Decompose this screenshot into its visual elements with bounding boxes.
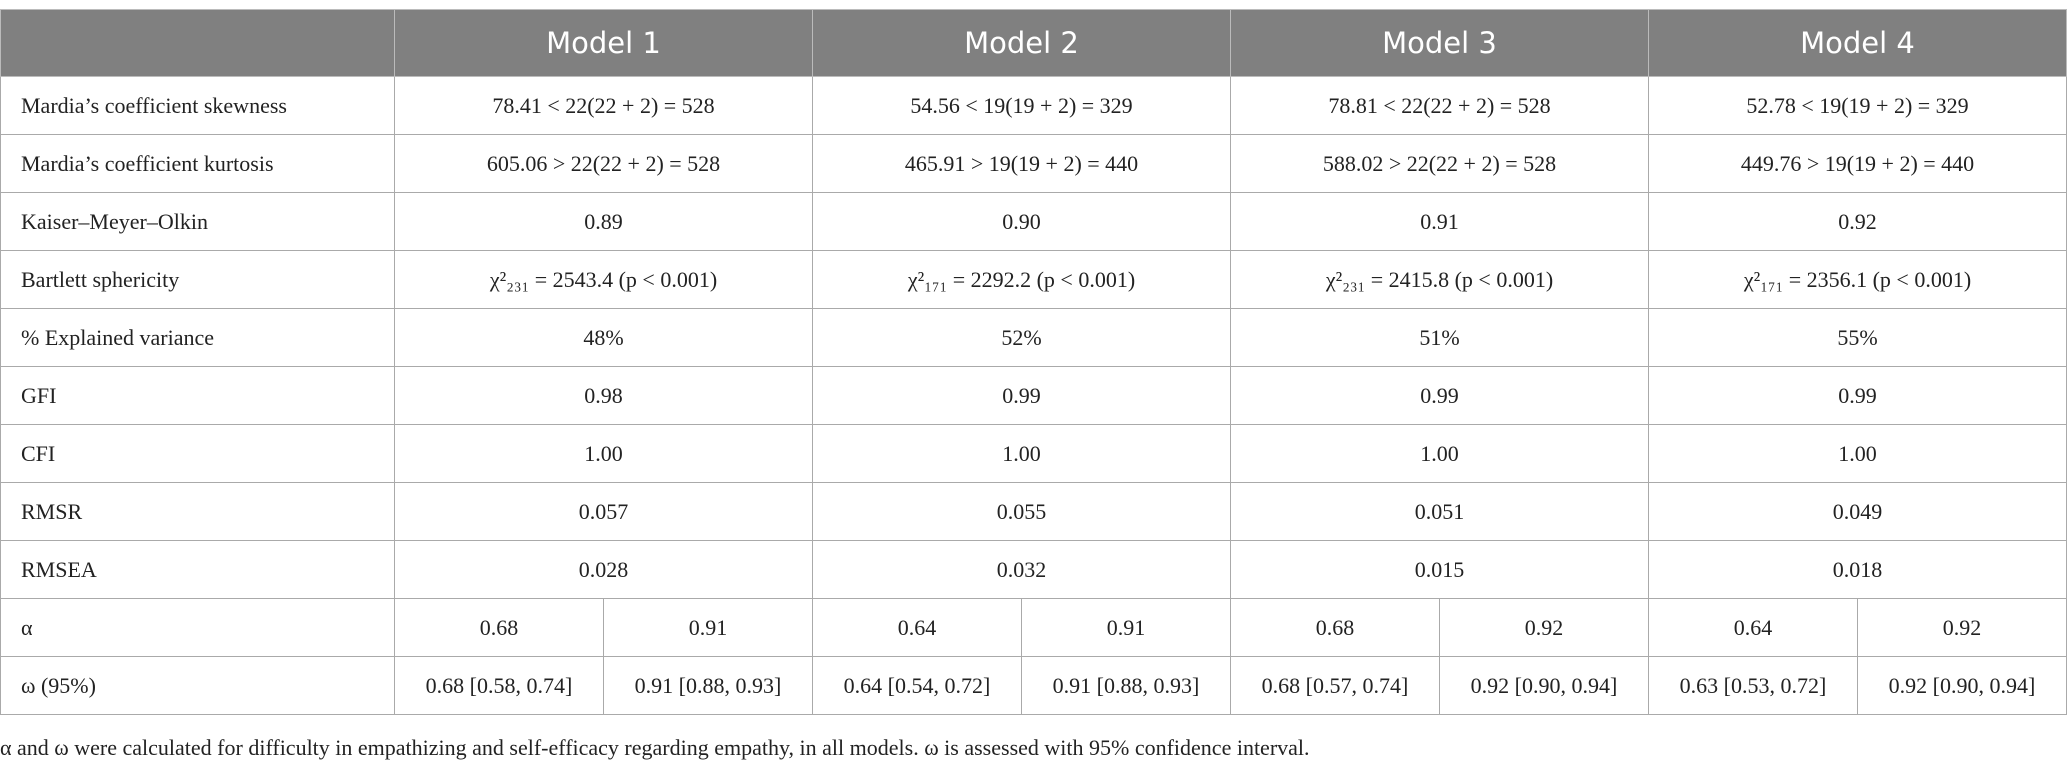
table-cell: 78.81 < 22(22 + 2) = 528 <box>1230 76 1649 135</box>
table-row: Kaiser–Meyer–Olkin 0.89 0.90 0.91 0.92 <box>0 192 2067 251</box>
table-cell: 0.99 <box>1648 366 2067 425</box>
column-header: Model 4 <box>1648 9 2067 77</box>
table-row: Bartlett sphericity χ²₂₃₁ = 2543.4 (p < 0… <box>0 250 2067 309</box>
header-row: Model 1 Model 2 Model 3 Model 4 <box>0 9 2067 77</box>
table-cell: 0.92 <box>1648 192 2067 251</box>
row-label: GFI <box>0 366 395 425</box>
table-row: GFI 0.98 0.99 0.99 0.99 <box>0 366 2067 425</box>
table-cell: χ²₂₃₁ = 2415.8 (p < 0.001) <box>1230 250 1649 309</box>
table-cell: 0.64 [0.54, 0.72] <box>812 656 1022 715</box>
table-cell: 0.91 <box>603 598 813 657</box>
table-cell: 465.91 > 19(19 + 2) = 440 <box>812 134 1231 193</box>
table-cell: 588.02 > 22(22 + 2) = 528 <box>1230 134 1649 193</box>
table-cell: 0.91 [0.88, 0.93] <box>603 656 813 715</box>
row-label: RMSEA <box>0 540 395 599</box>
header-corner <box>0 9 395 77</box>
table-cell: 605.06 > 22(22 + 2) = 528 <box>394 134 813 193</box>
table-cell: 0.68 [0.57, 0.74] <box>1230 656 1440 715</box>
table-cell: 78.41 < 22(22 + 2) = 528 <box>394 76 813 135</box>
table-cell: 0.98 <box>394 366 813 425</box>
table-row: α 0.68 0.91 0.64 0.91 0.68 0.92 0.64 0.92 <box>0 598 2067 657</box>
table-cell: 0.015 <box>1230 540 1649 599</box>
column-header: Model 1 <box>394 9 813 77</box>
table-cell: 0.68 [0.58, 0.74] <box>394 656 604 715</box>
row-label: Mardia’s coefficient skewness <box>0 76 395 135</box>
table-cell: 1.00 <box>812 424 1231 483</box>
table-cell: 0.63 [0.53, 0.72] <box>1648 656 1858 715</box>
table-row: RMSR 0.057 0.055 0.051 0.049 <box>0 482 2067 541</box>
table-cell: 1.00 <box>394 424 813 483</box>
row-label: RMSR <box>0 482 395 541</box>
row-label: α <box>0 598 395 657</box>
table-wrap: Model 1 Model 2 Model 3 Model 4 Mardia’s co… <box>0 9 2067 715</box>
table-head: Model 1 Model 2 Model 3 Model 4 <box>0 9 2067 77</box>
table-cell: 0.92 <box>1439 598 1649 657</box>
table-cell: 1.00 <box>1648 424 2067 483</box>
table-cell: 52.78 < 19(19 + 2) = 329 <box>1648 76 2067 135</box>
table-cell: 55% <box>1648 308 2067 367</box>
table-row: CFI 1.00 1.00 1.00 1.00 <box>0 424 2067 483</box>
table-cell: 0.055 <box>812 482 1231 541</box>
table-cell: 0.92 [0.90, 0.94] <box>1439 656 1649 715</box>
table-cell: 0.051 <box>1230 482 1649 541</box>
table-cell: 0.91 [0.88, 0.93] <box>1021 656 1231 715</box>
row-label: Kaiser–Meyer–Olkin <box>0 192 395 251</box>
table-cell: 0.92 <box>1857 598 2067 657</box>
table-cell: χ²₁₇₁ = 2356.1 (p < 0.001) <box>1648 250 2067 309</box>
table-cell: 0.028 <box>394 540 813 599</box>
table-cell: 54.56 < 19(19 + 2) = 329 <box>812 76 1231 135</box>
results-table: Model 1 Model 2 Model 3 Model 4 Mardia’s co… <box>0 9 2067 715</box>
table-cell: 0.64 <box>812 598 1022 657</box>
table-cell: 0.99 <box>1230 366 1649 425</box>
table-cell: 0.89 <box>394 192 813 251</box>
table-row: Mardia’s coefficient kurtosis 605.06 > 22… <box>0 134 2067 193</box>
table-cell: 0.018 <box>1648 540 2067 599</box>
table-cell: 1.00 <box>1230 424 1649 483</box>
row-label: CFI <box>0 424 395 483</box>
table-cell: 449.76 > 19(19 + 2) = 440 <box>1648 134 2067 193</box>
table-cell: 0.99 <box>812 366 1231 425</box>
row-label: % Explained variance <box>0 308 395 367</box>
column-header: Model 3 <box>1230 9 1649 77</box>
table-cell: 0.92 [0.90, 0.94] <box>1857 656 2067 715</box>
table-cell: χ²₂₃₁ = 2543.4 (p < 0.001) <box>394 250 813 309</box>
table-cell: 0.91 <box>1230 192 1649 251</box>
table-row: ω (95%) 0.68 [0.58, 0.74] 0.91 [0.88, 0.93… <box>0 656 2067 715</box>
table-cell: χ²₁₇₁ = 2292.2 (p < 0.001) <box>812 250 1231 309</box>
row-label: ω (95%) <box>0 656 395 715</box>
column-header: Model 2 <box>812 9 1231 77</box>
table-row: Mardia’s coefficient skewness 78.41 < 22(… <box>0 76 2067 135</box>
table-cell: 51% <box>1230 308 1649 367</box>
table-cell: 0.64 <box>1648 598 1858 657</box>
table-cell: 48% <box>394 308 813 367</box>
table-cell: 0.049 <box>1648 482 2067 541</box>
table-cell: 0.032 <box>812 540 1231 599</box>
row-label: Mardia’s coefficient kurtosis <box>0 134 395 193</box>
table-cell: 0.68 <box>1230 598 1440 657</box>
table-cell: 0.90 <box>812 192 1231 251</box>
table-body: Mardia’s coefficient skewness 78.41 < 22(… <box>0 76 2067 715</box>
table-cell: 0.68 <box>394 598 604 657</box>
row-label: Bartlett sphericity <box>0 250 395 309</box>
table-cell: 52% <box>812 308 1231 367</box>
table-row: % Explained variance 48% 52% 51% 55% <box>0 308 2067 367</box>
table-row: RMSEA 0.028 0.032 0.015 0.018 <box>0 540 2067 599</box>
table-cell: 0.057 <box>394 482 813 541</box>
footnote: α and ω were calculated for difficulty i… <box>0 735 1310 760</box>
table-cell: 0.91 <box>1021 598 1231 657</box>
